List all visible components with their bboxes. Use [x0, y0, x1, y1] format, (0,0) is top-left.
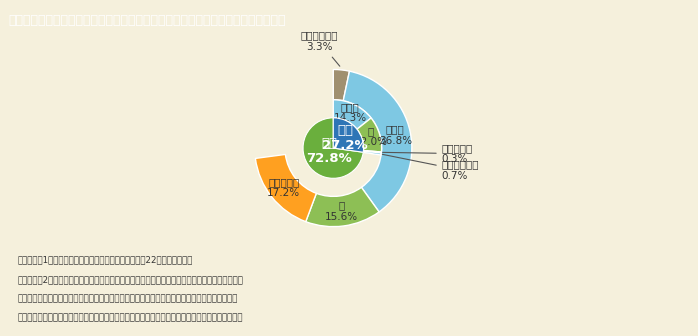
- Text: 子
15.6%: 子 15.6%: [325, 200, 358, 222]
- Text: その他の親族
3.3%: その他の親族 3.3%: [300, 31, 340, 66]
- Wedge shape: [363, 151, 381, 155]
- Wedge shape: [333, 118, 364, 152]
- Wedge shape: [333, 70, 350, 101]
- Text: 2．介護を要する者から見た介護者の立場を示しているため，それぞれ以下に当たる。: 2．介護を要する者から見た介護者の立場を示しているため，それぞれ以下に当たる。: [17, 275, 244, 284]
- Wedge shape: [255, 155, 316, 222]
- Text: 子の配偶者
0.3%: 子の配偶者 0.3%: [383, 143, 473, 164]
- Wedge shape: [357, 118, 382, 152]
- Wedge shape: [303, 118, 363, 178]
- Text: 男性：「配偶者」は夫の立場，「子」は息子の立場，「子の配偶者」は婿の立場。: 男性：「配偶者」は夫の立場，「子」は息子の立場，「子の配偶者」は婿の立場。: [17, 313, 243, 322]
- Text: 女性：「配偶者」は妻の立場，「子」は娘の立場，「子の配偶者」は嫁の立場。: 女性：「配偶者」は妻の立場，「子」は娘の立場，「子の配偶者」は嫁の立場。: [17, 294, 238, 303]
- Text: 配偶者
14.3%: 配偶者 14.3%: [334, 102, 367, 124]
- Text: 女性
72.8%: 女性 72.8%: [306, 137, 352, 165]
- Text: 第１－４－９図　介護時間が「ほとんど終日」の同居の主な介護者割合（男女別）: 第１－４－９図 介護時間が「ほとんど終日」の同居の主な介護者割合（男女別）: [8, 14, 286, 28]
- Text: （備考）　1．厚生労働省「国民生活基礎調査」（平成22年）より作成。: （備考） 1．厚生労働省「国民生活基礎調査」（平成22年）より作成。: [17, 256, 193, 265]
- Text: 男性
27.2%: 男性 27.2%: [322, 124, 368, 152]
- Text: 子
12.0%: 子 12.0%: [355, 126, 387, 148]
- Wedge shape: [343, 71, 412, 212]
- Text: その他の親族
0.7%: その他の親族 0.7%: [383, 154, 480, 181]
- Text: 配偶者
36.8%: 配偶者 36.8%: [379, 124, 412, 146]
- Text: 子の配偶者
17.2%: 子の配偶者 17.2%: [267, 177, 300, 198]
- Wedge shape: [333, 100, 371, 129]
- Wedge shape: [306, 187, 379, 227]
- Wedge shape: [364, 151, 381, 153]
